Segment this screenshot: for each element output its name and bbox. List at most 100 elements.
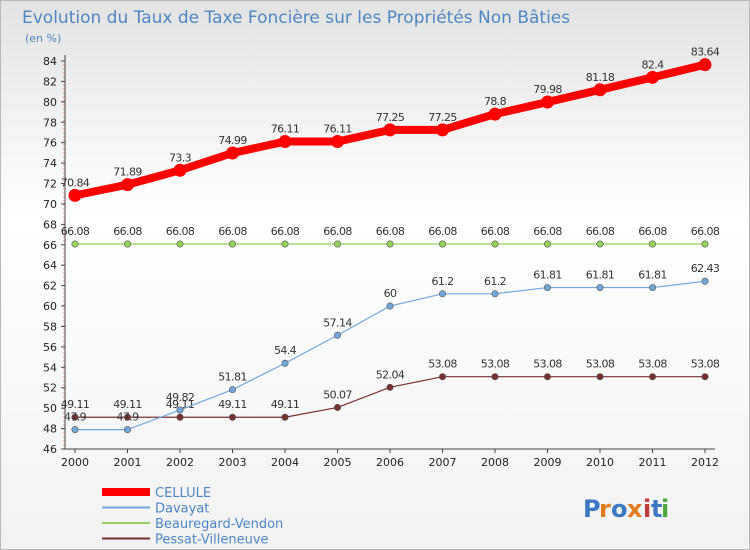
data-label: 66.08 (376, 225, 405, 238)
data-point (541, 95, 554, 109)
data-label: 66.08 (218, 225, 247, 238)
data-point (386, 302, 394, 310)
data-label: 53.08 (481, 358, 510, 371)
y-tick-label: 62 (43, 280, 57, 293)
y-tick-label: 84 (43, 55, 57, 68)
x-tick-label: 2012 (691, 456, 719, 469)
data-label: 47.9 (116, 411, 139, 424)
y-tick-label: 64 (43, 259, 57, 272)
legend: CELLULEDavayatBeauregard-VendonPessat-Vi… (102, 486, 283, 548)
data-point (121, 178, 134, 192)
data-label: 74.99 (218, 134, 247, 147)
logo-letter: o (611, 495, 628, 523)
logo-letter: x (627, 495, 643, 523)
data-label: 73.3 (169, 151, 192, 164)
data-label: 70.84 (61, 176, 90, 189)
y-tick-label: 80 (43, 96, 57, 109)
data-label: 77.25 (428, 111, 457, 124)
data-point (229, 240, 237, 248)
data-label: 53.08 (691, 358, 720, 371)
data-label: 49.82 (166, 391, 195, 404)
data-point (226, 146, 239, 160)
data-point (701, 277, 709, 285)
y-tick-label: 56 (43, 341, 57, 354)
data-point (698, 58, 712, 72)
legend-label: Pessat-Villeneuve (155, 533, 269, 548)
data-point (543, 373, 551, 381)
data-label: 47.9 (64, 411, 87, 424)
data-point (176, 413, 184, 421)
data-point (176, 240, 184, 248)
data-point (71, 240, 79, 248)
data-label: 66.08 (428, 225, 457, 238)
data-point (648, 240, 656, 248)
data-point (648, 284, 656, 292)
x-tick-label: 2002 (166, 456, 194, 469)
data-label: 61.81 (638, 269, 667, 282)
data-point (383, 123, 397, 137)
data-label: 66.08 (61, 225, 90, 238)
data-point (176, 406, 184, 414)
y-tick-label: 66 (43, 239, 57, 252)
data-label: 50.07 (323, 388, 352, 401)
data-label: 82.4 (641, 58, 664, 71)
logo-letter: P (583, 495, 601, 523)
data-label: 81.18 (586, 71, 615, 84)
data-point (488, 107, 502, 121)
data-point (281, 359, 289, 367)
proxiti-logo: Pr o x i ti (583, 495, 669, 523)
y-tick-label: 68 (43, 218, 57, 231)
x-tick-label: 2008 (481, 456, 509, 469)
x-tick-label: 2001 (114, 456, 142, 469)
data-point (386, 240, 394, 248)
data-point (436, 123, 449, 137)
data-point (701, 240, 709, 248)
data-point (173, 163, 187, 177)
data-point (124, 426, 132, 434)
y-tick-label: 74 (43, 157, 57, 170)
data-label: 66.08 (481, 225, 510, 238)
data-label: 61.2 (484, 275, 506, 288)
x-tick-label: 2007 (429, 456, 457, 469)
data-point (71, 413, 79, 421)
x-tick-label: 2000 (61, 456, 89, 469)
data-point (229, 413, 237, 421)
data-label: 66.08 (691, 225, 720, 238)
data-point (596, 373, 604, 381)
data-label: 61.2 (431, 275, 453, 288)
data-label: 62.43 (691, 262, 720, 275)
data-point (491, 373, 499, 381)
series-group: 66.08 66.08 66.08 66.08 66.08 66.08 66.08 66.08… (61, 46, 720, 434)
x-tick-label: 2009 (534, 456, 562, 469)
data-label: 54.4 (274, 344, 297, 357)
logo-letter: t (651, 495, 662, 523)
series-davayat: 47.9 47.9 49.82 51.81 54.4 57.14 60 61.2 61.2 61.… (64, 262, 720, 434)
y-tick-label: 52 (43, 382, 57, 395)
data-label: 78.8 (484, 95, 507, 108)
data-point (124, 240, 132, 248)
data-point (333, 403, 341, 411)
data-point (71, 426, 79, 434)
data-label: 83.64 (691, 46, 720, 59)
data-point (278, 135, 292, 149)
data-label: 79.98 (533, 83, 562, 96)
data-label: 66.08 (323, 225, 352, 238)
axes: 46 48 50 52 54 56 58 60 62 64 66 68 70 72 74 76 78 80 82 84… (43, 55, 719, 469)
data-label: 61.81 (586, 269, 615, 282)
data-point (438, 373, 446, 381)
y-tick-label: 82 (43, 75, 57, 88)
data-label: 66.08 (113, 225, 142, 238)
data-point (701, 373, 709, 381)
x-tick-label: 2010 (586, 456, 614, 469)
data-point (596, 284, 604, 292)
x-tick-label: 2003 (219, 456, 247, 469)
data-point (646, 70, 659, 84)
legend-label: CELLULE (155, 486, 211, 501)
chart-subtitle: (en %) (25, 32, 61, 45)
x-tick-label: 2006 (376, 456, 404, 469)
data-point (333, 240, 341, 248)
logo-letter: r (599, 495, 611, 523)
y-tick-label: 54 (43, 361, 57, 374)
y-tick-label: 78 (43, 116, 57, 129)
